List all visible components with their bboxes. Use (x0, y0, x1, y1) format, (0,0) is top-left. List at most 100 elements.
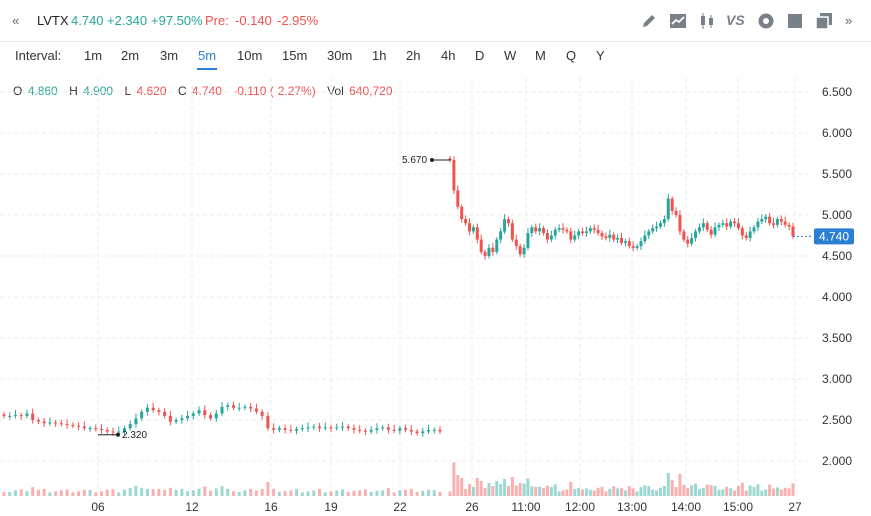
candle-body (25, 413, 29, 416)
volume-bar (168, 487, 172, 496)
interval-5m[interactable]: 5m (198, 48, 217, 63)
volume-bar (666, 473, 670, 496)
volume-bar (186, 491, 190, 496)
candle-body (733, 221, 737, 224)
volume-bar (180, 488, 184, 496)
volume-bar (438, 491, 442, 496)
pencil-icon[interactable] (640, 12, 658, 30)
interval-m[interactable]: M (535, 48, 546, 63)
volume-bar (744, 490, 748, 496)
volume-bar (31, 487, 35, 496)
volume-bar (404, 489, 408, 496)
volume-bar (764, 489, 768, 496)
candle-body (475, 227, 479, 240)
vs-compare-icon[interactable]: VS (726, 12, 745, 28)
last-price-label: 4.740 (819, 229, 849, 243)
interval-y[interactable]: Y (596, 48, 605, 63)
volume-bar (456, 475, 460, 496)
volume-bar (678, 474, 682, 496)
ohlc-legend: O 4.860 H 4.900 L 4.620 C 4.740 -0.110 (… (13, 84, 395, 98)
interval-1m[interactable]: 1m (84, 48, 103, 63)
y-tick-label: 3.000 (822, 372, 852, 386)
candle-body (569, 231, 573, 240)
expand-icon[interactable]: » (845, 13, 853, 28)
candle-body (752, 227, 756, 232)
candle-body (682, 231, 686, 240)
open-value: 4.860 (27, 84, 58, 98)
volume-bar (748, 485, 752, 496)
volume-bar (467, 484, 471, 496)
interval-2h[interactable]: 2h (406, 48, 421, 63)
candle-body (561, 228, 565, 230)
volume-bar (42, 488, 46, 496)
interval-3m[interactable]: 3m (160, 48, 179, 63)
interval-10m[interactable]: 10m (237, 48, 263, 63)
interval-15m[interactable]: 15m (282, 48, 308, 63)
volume-bar (561, 490, 565, 496)
low-marker-dot (116, 432, 120, 437)
candle-body (369, 429, 373, 432)
candle-body (209, 415, 213, 419)
candlestick-icon[interactable] (698, 12, 716, 30)
candle-body (729, 221, 733, 227)
volume-bar (464, 489, 468, 496)
candle-body (392, 429, 396, 431)
volume-bar (565, 489, 569, 496)
interval-q[interactable]: Q (566, 48, 577, 63)
volume-bar (596, 487, 600, 496)
volume-bar (518, 483, 522, 496)
candle-body (701, 223, 705, 228)
candle-body (421, 431, 425, 434)
candle-body (381, 427, 385, 429)
volume-bar (631, 488, 635, 496)
volume-bar (151, 489, 155, 496)
candle-body (549, 235, 553, 240)
candle-body (686, 239, 690, 244)
volume-bar (775, 487, 779, 496)
interval-2m[interactable]: 2m (121, 48, 140, 63)
volume-bar (581, 489, 585, 496)
volume-bar (13, 490, 17, 496)
volume-bar (635, 491, 639, 496)
settings-icon[interactable] (757, 12, 775, 30)
candle-body (713, 227, 717, 235)
candle-body (553, 229, 557, 236)
copy-icon[interactable] (815, 12, 833, 30)
y-tick-label: 5.000 (822, 208, 852, 222)
collapse-icon[interactable]: « (12, 13, 20, 28)
square-icon[interactable] (786, 12, 804, 30)
interval-w[interactable]: W (504, 48, 517, 63)
candle-body (542, 228, 546, 234)
candle-body (36, 420, 40, 422)
volume-bar (651, 489, 655, 496)
candle-body (783, 221, 787, 225)
pre-market-change: -0.140 (235, 13, 272, 28)
interval-d[interactable]: D (475, 48, 485, 63)
volume-bar (701, 488, 705, 496)
y-tick-label: 4.000 (822, 290, 852, 304)
volume-bar (460, 478, 464, 496)
candle-body (483, 251, 487, 256)
volume-bar (157, 488, 161, 496)
interval-4h[interactable]: 4h (441, 48, 456, 63)
interval-30m[interactable]: 30m (327, 48, 353, 63)
y-tick-label: 6.000 (822, 126, 852, 140)
line-chart-icon[interactable] (669, 12, 687, 30)
volume-bar (128, 488, 132, 496)
candle-body (760, 219, 764, 222)
candle-body (596, 229, 600, 234)
volume-bar (369, 491, 373, 496)
candle-body (122, 428, 126, 432)
volume-bar (191, 490, 195, 496)
candle-body (186, 415, 190, 419)
volume-bar (752, 487, 756, 496)
volume-bar (346, 491, 350, 496)
volume-bar (709, 485, 713, 496)
candle-body (249, 406, 253, 409)
interval-1h[interactable]: 1h (372, 48, 387, 63)
candle-body (82, 426, 86, 429)
volume-bar (352, 490, 356, 496)
candle-body (526, 233, 530, 248)
candle-body (340, 426, 344, 428)
candle-body (65, 424, 69, 426)
